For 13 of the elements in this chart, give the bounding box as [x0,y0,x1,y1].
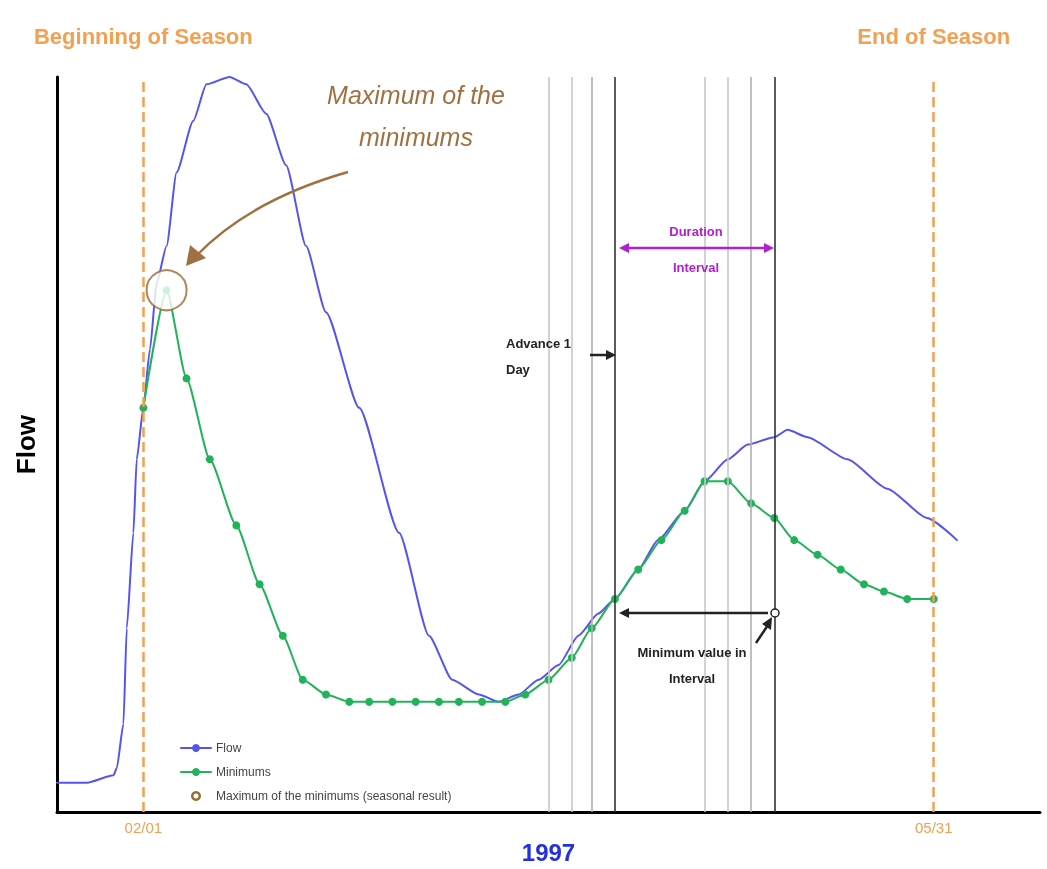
text: Duration Interval [669,224,723,275]
annotation: Minimum value in Interval [636,644,748,688]
legend-label: Maximum of the minimums (seasonal result) [216,789,452,803]
annotation: Maximum of the minimums [327,80,505,153]
x-tick-label: 05/31 [914,819,953,837]
ref-line-label: Beginning of Season [33,23,253,49]
annotation: Advance 1 Day [506,335,573,379]
y-axis-title: Flow [11,414,41,475]
legend-label: Flow [216,741,242,755]
ref-line-label: End of Season [857,23,1011,49]
x-axis-title: 1997 [521,838,576,866]
legend-label: Minimums [216,765,271,779]
x-tick-label: 02/01 [124,819,163,837]
